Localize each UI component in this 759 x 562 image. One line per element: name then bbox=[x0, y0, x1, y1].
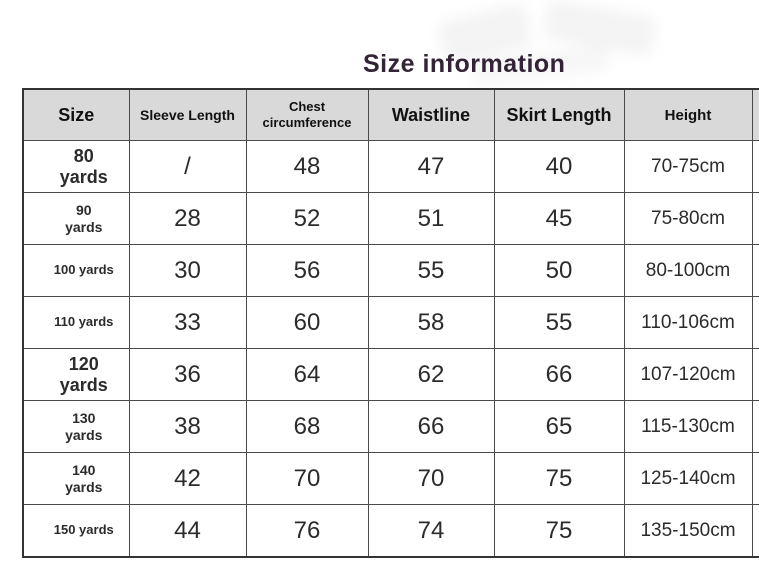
cell-chest: 68 bbox=[245, 400, 369, 453]
cell-sleeve: 42 bbox=[128, 452, 247, 505]
cell-clipped bbox=[751, 348, 759, 401]
table-row: 130 yards 38 68 66 65 115-130cm bbox=[22, 400, 759, 453]
cell-clipped bbox=[751, 140, 759, 193]
cell-waist: 70 bbox=[367, 452, 495, 505]
cell-height: 107-120cm bbox=[623, 348, 753, 401]
cell-waist: 62 bbox=[367, 348, 495, 401]
cell-skirt: 65 bbox=[493, 400, 625, 453]
table-row: 150 yards 44 76 74 75 135-150cm bbox=[22, 504, 759, 558]
cell-size: 100 yards bbox=[22, 244, 130, 297]
cell-chest: 64 bbox=[245, 348, 369, 401]
cell-sleeve: 36 bbox=[128, 348, 247, 401]
header-clipped-column bbox=[751, 88, 759, 141]
cell-chest: 60 bbox=[245, 296, 369, 349]
header-chest-circumference: Chest circumference bbox=[245, 88, 369, 141]
table-header-row: Size Sleeve Length Chest circumference W… bbox=[22, 88, 759, 141]
cell-skirt: 55 bbox=[493, 296, 625, 349]
table-row: 80 yards / 48 47 40 70-75cm bbox=[22, 140, 759, 193]
cell-waist: 55 bbox=[367, 244, 495, 297]
cell-chest: 76 bbox=[245, 504, 369, 558]
header-height: Height bbox=[623, 88, 753, 141]
cell-skirt: 50 bbox=[493, 244, 625, 297]
cell-clipped bbox=[751, 192, 759, 245]
cell-clipped bbox=[751, 504, 759, 558]
cell-height: 125-140cm bbox=[623, 452, 753, 505]
cell-size: 150 yards bbox=[22, 504, 130, 558]
cell-height: 135-150cm bbox=[623, 504, 753, 558]
cell-clipped bbox=[751, 296, 759, 349]
cell-sleeve: 38 bbox=[128, 400, 247, 453]
header-waistline: Waistline bbox=[367, 88, 495, 141]
table-row: 100 yards 30 56 55 50 80-100cm bbox=[22, 244, 759, 297]
cell-height: 80-100cm bbox=[623, 244, 753, 297]
cell-size: 90 yards bbox=[22, 192, 130, 245]
cell-waist: 58 bbox=[367, 296, 495, 349]
cell-skirt: 45 bbox=[493, 192, 625, 245]
cell-clipped bbox=[751, 452, 759, 505]
cell-height: 110-106cm bbox=[623, 296, 753, 349]
table-row: 90 yards 28 52 51 45 75-80cm bbox=[22, 192, 759, 245]
cell-chest: 52 bbox=[245, 192, 369, 245]
cell-sleeve: 28 bbox=[128, 192, 247, 245]
cell-waist: 74 bbox=[367, 504, 495, 558]
cell-size: 130 yards bbox=[22, 400, 130, 453]
cell-chest: 56 bbox=[245, 244, 369, 297]
cell-chest: 48 bbox=[245, 140, 369, 193]
cell-sleeve: 30 bbox=[128, 244, 247, 297]
table-row: 140 yards 42 70 70 75 125-140cm bbox=[22, 452, 759, 505]
cell-waist: 51 bbox=[367, 192, 495, 245]
cell-sleeve: / bbox=[128, 140, 247, 193]
cell-height: 115-130cm bbox=[623, 400, 753, 453]
cell-sleeve: 44 bbox=[128, 504, 247, 558]
cell-skirt: 66 bbox=[493, 348, 625, 401]
table-row: 110 yards 33 60 58 55 110-106cm bbox=[22, 296, 759, 349]
size-table: Size Sleeve Length Chest circumference W… bbox=[22, 88, 759, 558]
cell-height: 75-80cm bbox=[623, 192, 753, 245]
page-title: Size information bbox=[363, 49, 566, 78]
cell-skirt: 75 bbox=[493, 504, 625, 558]
table-row: 120 yards 36 64 62 66 107-120cm bbox=[22, 348, 759, 401]
cell-size: 80 yards bbox=[22, 140, 130, 193]
size-table-container: Size Sleeve Length Chest circumference W… bbox=[22, 88, 759, 558]
cell-chest: 70 bbox=[245, 452, 369, 505]
header-skirt-length: Skirt Length bbox=[493, 88, 625, 141]
cell-sleeve: 33 bbox=[128, 296, 247, 349]
cell-height: 70-75cm bbox=[623, 140, 753, 193]
cell-waist: 47 bbox=[367, 140, 495, 193]
cell-clipped bbox=[751, 244, 759, 297]
cell-waist: 66 bbox=[367, 400, 495, 453]
cell-skirt: 75 bbox=[493, 452, 625, 505]
cell-clipped bbox=[751, 400, 759, 453]
header-sleeve-length: Sleeve Length bbox=[128, 88, 247, 141]
cell-size: 120 yards bbox=[22, 348, 130, 401]
header-size: Size bbox=[22, 88, 130, 141]
cell-size: 140 yards bbox=[22, 452, 130, 505]
cell-skirt: 40 bbox=[493, 140, 625, 193]
cell-size: 110 yards bbox=[22, 296, 130, 349]
